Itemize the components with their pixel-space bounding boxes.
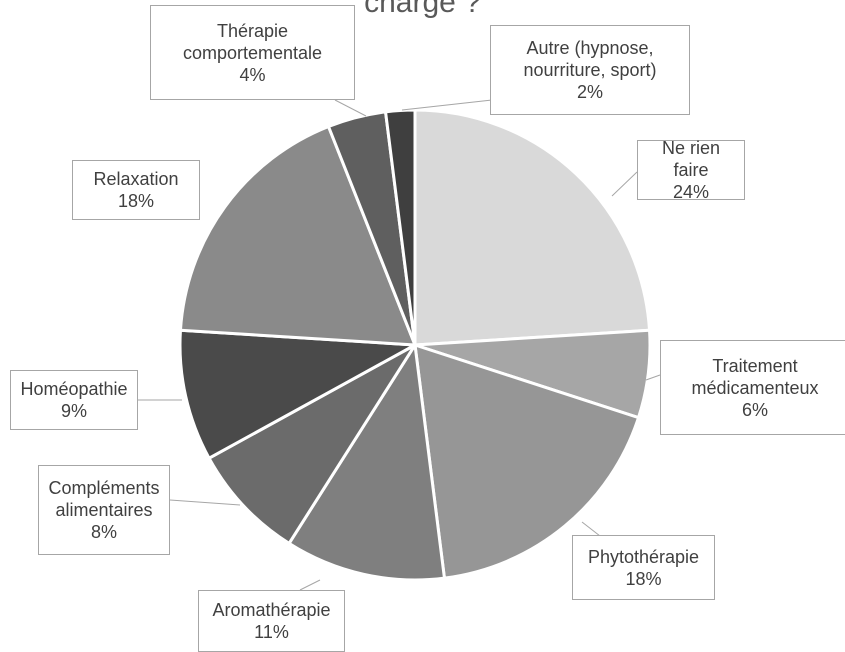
category-label: Autre (hypnose, nourriture, sport) — [523, 38, 657, 80]
category-label: Ne rien faire — [661, 138, 721, 180]
leader-line — [611, 171, 638, 197]
category-label: Compléments alimentaires — [48, 478, 160, 520]
value-label: 2% — [576, 82, 603, 102]
data-label: Phytothérapie 18% — [572, 535, 715, 600]
value-label: 8% — [90, 522, 117, 542]
value-label: 24% — [672, 182, 710, 202]
value-label: 18% — [625, 568, 662, 589]
leader-line — [169, 499, 241, 506]
pie-slice — [178, 125, 417, 347]
category-label: Relaxation — [93, 169, 179, 189]
pie-slice — [384, 108, 417, 347]
data-label: Aromathérapie 11% — [198, 590, 345, 652]
value-label: 9% — [60, 401, 87, 421]
slices — [178, 108, 652, 582]
value-label: 18% — [117, 191, 155, 211]
leader-line — [299, 579, 321, 591]
value-label: 11% — [254, 622, 289, 642]
leader-line — [401, 99, 493, 111]
data-label: Autre (hypnose, nourriture, sport) 2% — [490, 25, 690, 115]
leader-line — [581, 521, 601, 537]
category-label: Homéopathie — [20, 379, 128, 399]
pie-slice — [287, 343, 446, 582]
category-label: Thérapie comportementale — [182, 20, 323, 63]
data-label: Homéopathie 9% — [10, 370, 138, 430]
data-label: Relaxation 18% — [72, 160, 200, 220]
pie-slice — [178, 328, 417, 460]
pie-slice — [413, 343, 640, 580]
data-label: Compléments alimentaires 8% — [38, 465, 170, 555]
data-label: Thérapie comportementale 4% — [150, 5, 355, 100]
data-label: Traitement médicamenteux 6% — [660, 340, 845, 435]
leader-line — [645, 374, 661, 381]
category-label: Aromathérapie — [212, 600, 331, 620]
pie-slice — [413, 108, 652, 347]
leader-line — [334, 99, 367, 117]
leader-lines — [138, 99, 661, 591]
category-label: Traitement médicamenteux — [691, 355, 819, 398]
chart-title: charge ? — [364, 0, 481, 19]
category-label: Phytothérapie — [587, 546, 700, 567]
data-label: Ne rien faire 24% — [637, 138, 745, 202]
value-label: 4% — [239, 64, 266, 85]
pie-slice — [207, 343, 417, 545]
value-label: 6% — [741, 399, 768, 420]
